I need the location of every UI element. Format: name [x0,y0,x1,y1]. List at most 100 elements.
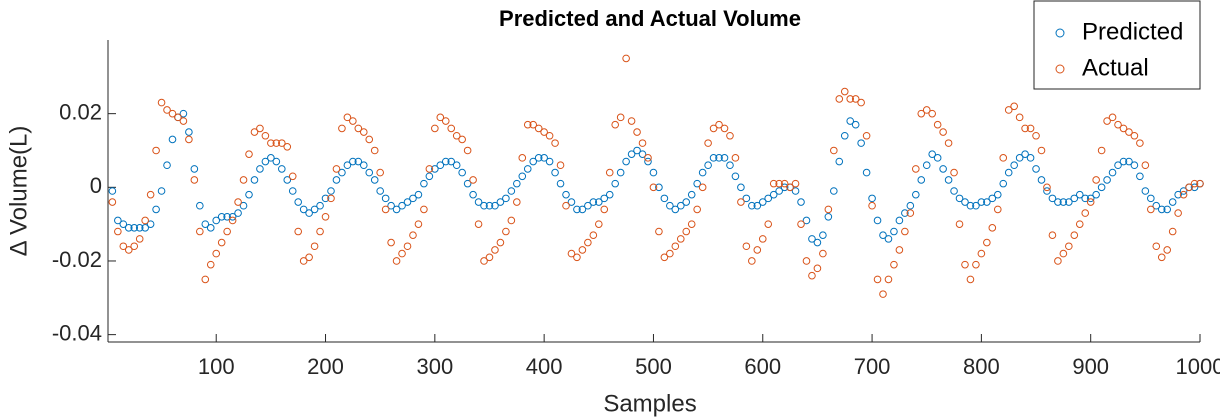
point [343,113,352,122]
point [999,179,1008,188]
point [387,201,395,210]
point [682,227,691,236]
point [201,220,210,228]
point [742,242,751,251]
point [1059,249,1068,258]
point [1157,205,1166,214]
point [911,165,920,173]
point [267,139,275,147]
point [1070,194,1079,203]
point [868,194,876,203]
point [392,257,401,265]
point [338,168,346,177]
point [993,190,1002,199]
point [414,190,423,199]
point [1043,183,1051,192]
point [556,161,565,170]
point [376,187,384,195]
point [135,224,144,232]
point [349,157,357,166]
point [463,179,472,188]
point [321,212,330,221]
point [1174,190,1182,199]
point [288,172,297,181]
point [786,183,794,192]
point [1125,128,1133,136]
point [573,205,581,214]
point [157,98,166,107]
point [152,146,160,155]
point [119,242,128,251]
point [409,194,417,203]
point [682,198,691,206]
point [884,235,893,243]
point [578,205,587,214]
point [879,290,887,298]
point [469,190,477,199]
point [676,201,685,210]
point [376,168,384,177]
point [578,246,587,254]
point [332,165,341,173]
point [196,227,204,236]
point [933,154,942,162]
point [507,216,516,225]
point [901,209,909,217]
point [616,168,625,177]
point [966,201,975,210]
point [327,187,335,195]
point [802,216,811,225]
point [250,176,259,184]
y-tick-label: 0.02 [59,99,102,124]
point [1048,194,1057,203]
point [168,135,177,144]
point [212,216,221,225]
point [124,224,133,232]
point [840,131,849,140]
point [693,179,701,188]
x-axis-label: Samples [603,390,696,417]
point [1092,190,1100,199]
point [1075,220,1084,228]
point [906,201,915,210]
point [890,260,898,269]
point [458,168,466,177]
point [1163,205,1172,214]
x-tick-label: 1000 [1176,354,1220,379]
point [1163,246,1172,254]
point [212,249,221,258]
point [633,146,641,155]
point [529,120,538,129]
point [261,131,270,140]
point [638,150,647,158]
point [480,201,488,210]
point [513,198,521,206]
point [928,109,936,118]
point [294,198,302,206]
point [223,212,231,221]
point [594,220,603,228]
point [310,205,319,214]
point [1032,131,1040,140]
point [1015,113,1024,122]
point [130,242,139,251]
point [261,157,270,166]
point [655,183,663,192]
point [726,161,734,170]
point [1190,179,1199,188]
point [130,224,139,232]
point [1004,106,1013,114]
point [201,275,210,284]
y-tick-label: -0.02 [52,247,102,272]
point [879,231,887,239]
point [190,176,199,184]
point [983,238,991,247]
point [425,172,434,181]
point [141,216,149,225]
point [999,154,1008,162]
point [305,253,313,262]
point [518,154,527,162]
point [217,238,226,247]
point [463,146,472,155]
